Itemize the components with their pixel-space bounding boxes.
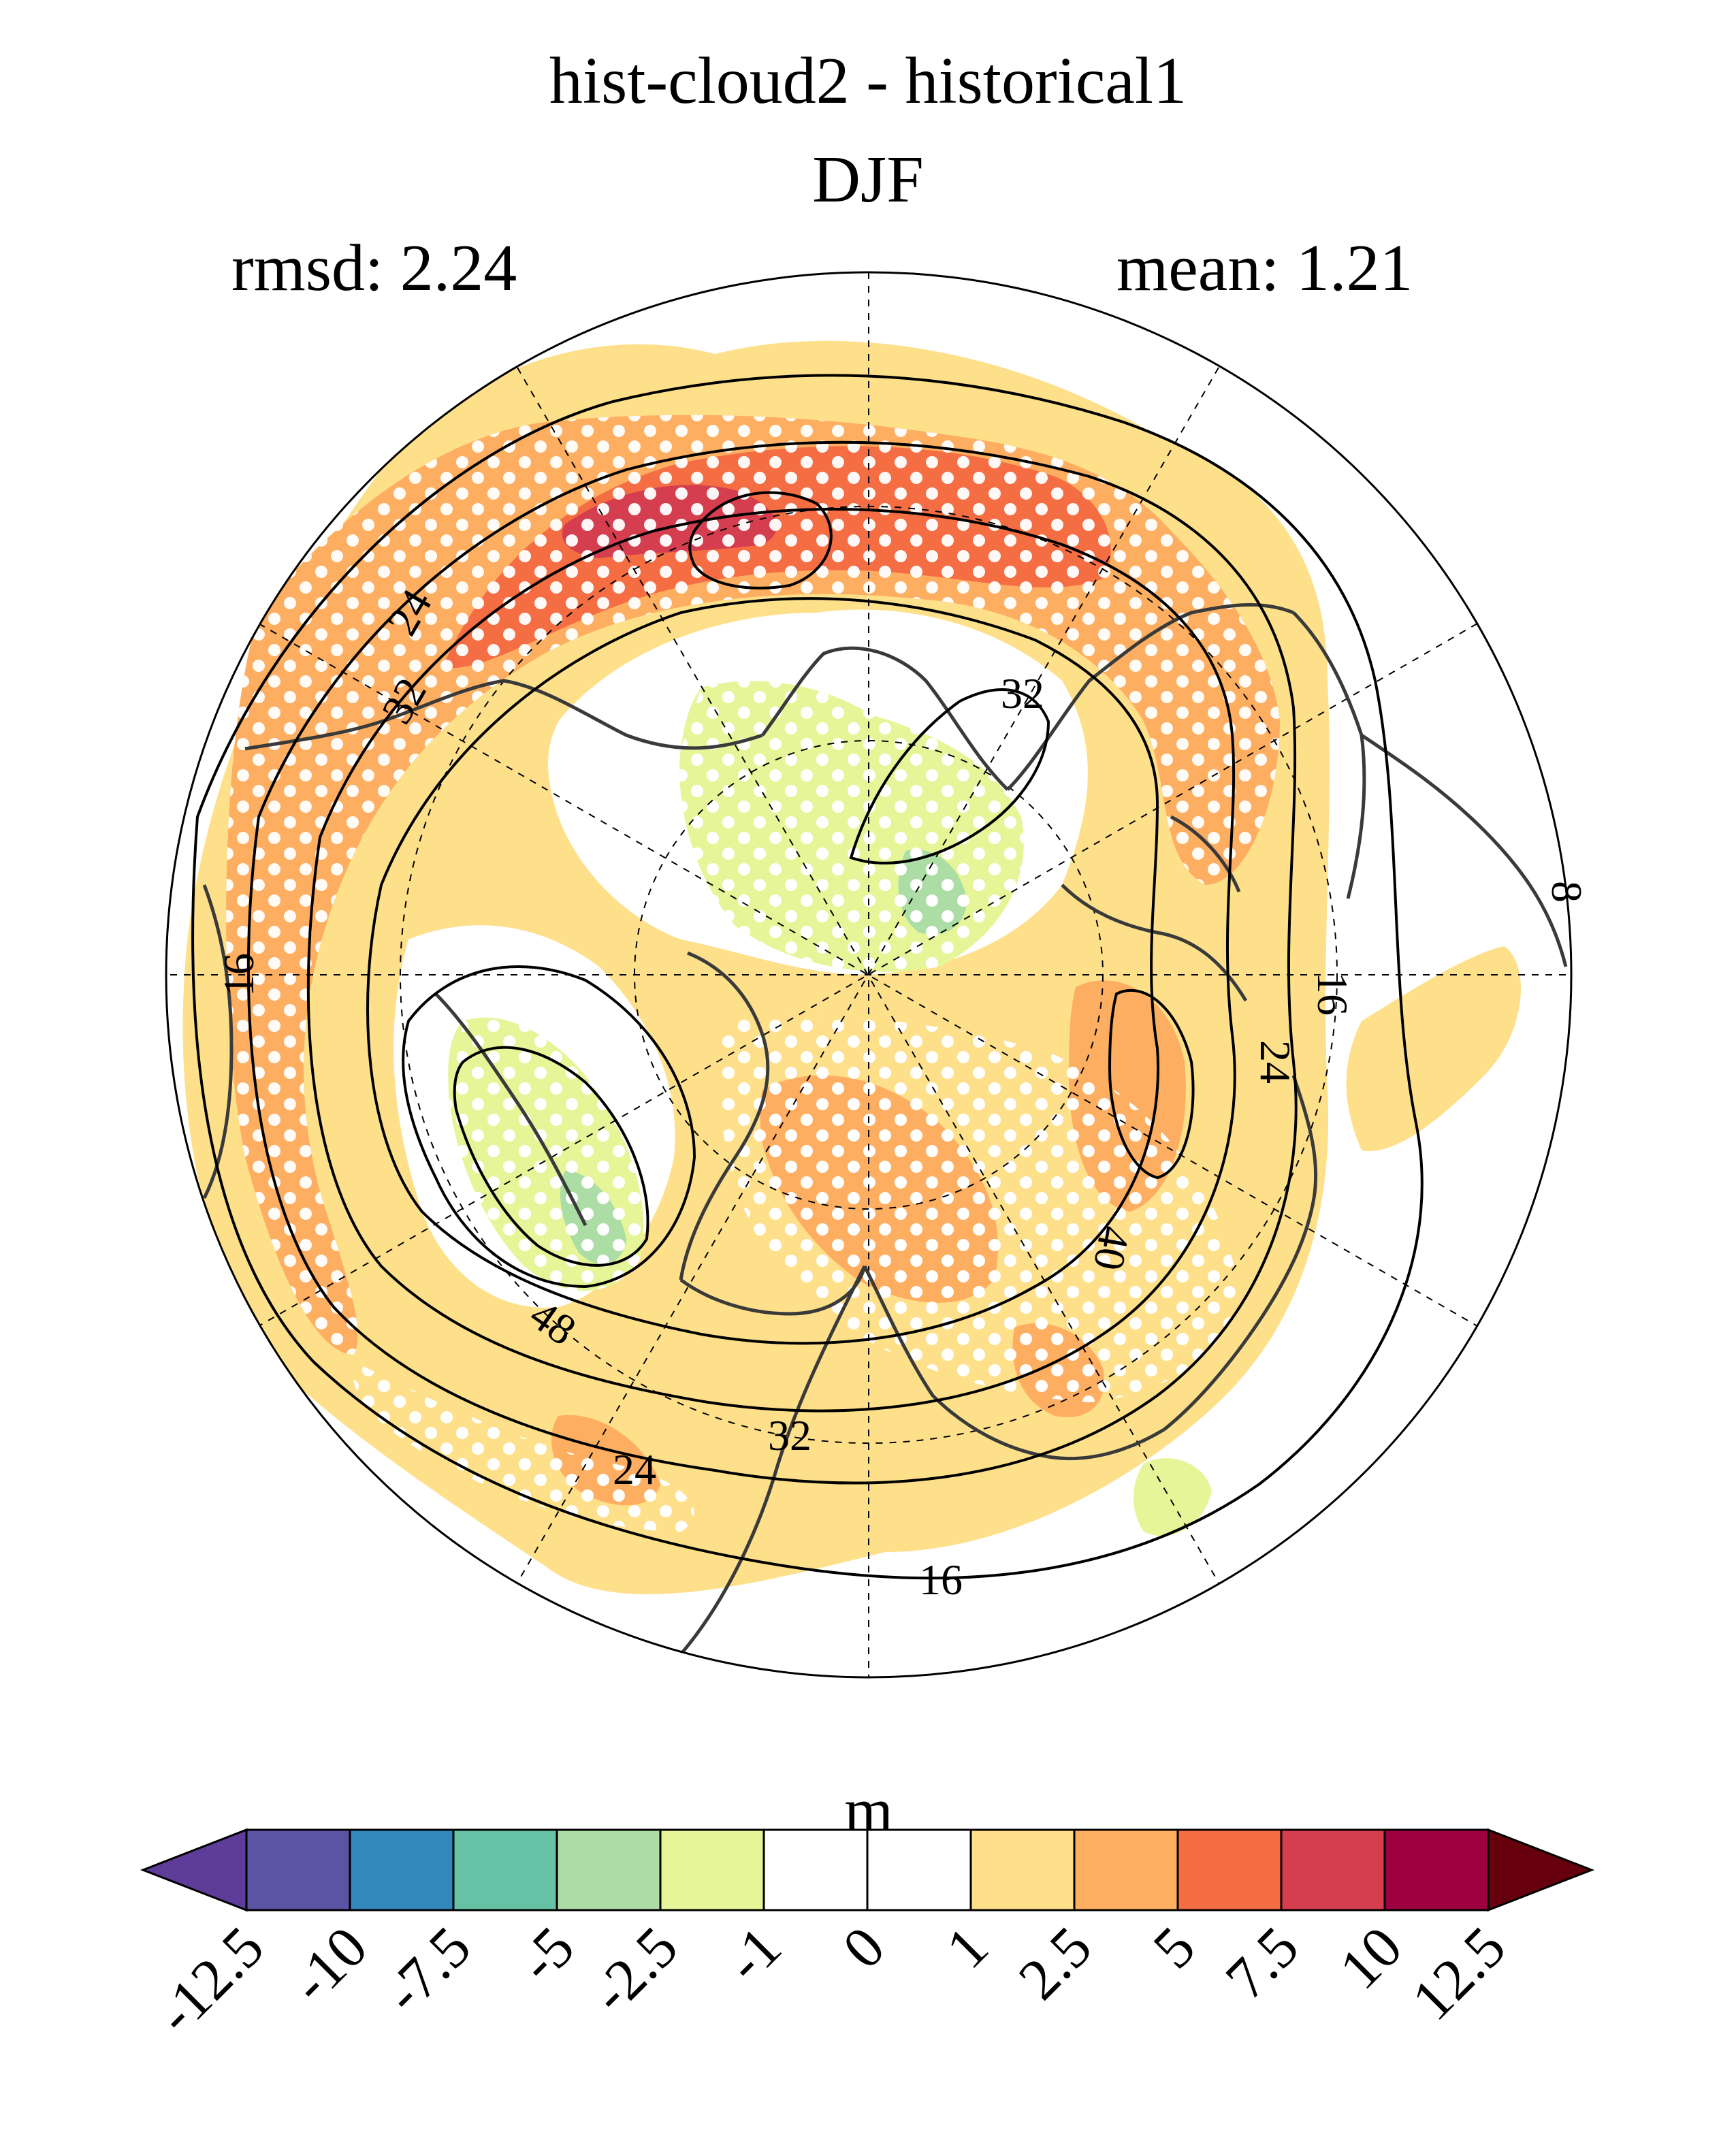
colorbar-box	[762, 1828, 869, 1911]
shade-green-east	[1134, 1458, 1212, 1536]
colorbar-box	[969, 1828, 1076, 1911]
contour-label: 40	[1084, 1223, 1140, 1274]
colorbar-tick-label: -2.5	[578, 1914, 690, 2026]
contour-label: 24	[1251, 1040, 1300, 1084]
contour-label: 8	[1543, 881, 1591, 903]
colorbar-box	[349, 1828, 455, 1911]
contour-lines	[191, 374, 1424, 1580]
colorbar-extend-low	[140, 1828, 248, 1912]
rmsd-label: rmsd: 2.24	[231, 231, 517, 305]
colorbar-box	[245, 1828, 351, 1911]
colorbar-extend-high	[1487, 1828, 1595, 1912]
colorbar-box	[556, 1828, 662, 1911]
plot-title-line1: hist-cloud2 - historical1	[549, 44, 1187, 118]
shade-light-orange-east	[1346, 946, 1521, 1152]
contour-label: 24	[613, 1445, 656, 1494]
colorbar-box	[452, 1828, 558, 1911]
colorbar-box	[659, 1828, 765, 1911]
contour-label: 16	[1308, 972, 1357, 1016]
colorbar-box	[866, 1828, 972, 1911]
contour-label-group: 24 32 16 32 8 16 24 40 48 32 24 16	[214, 581, 1591, 1604]
colorbar-boxes	[140, 1828, 1595, 1912]
coastlines	[202, 603, 1568, 1656]
colorbar-tick-label: 2.5	[1006, 1914, 1104, 2012]
colorbar-tick-label: -5	[506, 1914, 587, 1995]
colorbar-tick-label: -1	[713, 1914, 794, 1995]
polar-map: 24 32 16 32 8 16 24 40 48 32 24 16	[165, 271, 1591, 1679]
colorbar-box	[1176, 1828, 1283, 1911]
colorbar-box	[1073, 1828, 1179, 1911]
colorbar-tick-label: 0	[830, 1914, 897, 1981]
colorbar-tick-label: -10	[278, 1914, 379, 2016]
colorbar-tick-label: -7.5	[371, 1914, 483, 2026]
colorbar-tick-label: 5	[1140, 1914, 1207, 1981]
colorbar-box	[1280, 1828, 1386, 1911]
graticule	[166, 272, 1571, 1677]
colorbar-tick-label: 7.5	[1213, 1914, 1311, 2012]
colorbar-tick-label: 1	[933, 1914, 1000, 1981]
colorbar-box	[1383, 1828, 1490, 1911]
contour-label: 32	[1001, 669, 1044, 717]
contour-label: 32	[768, 1411, 811, 1459]
contour-label: 16	[214, 953, 263, 997]
colorbar-tick-label: 12.5	[1399, 1914, 1517, 2033]
mean-label: mean: 1.21	[1116, 231, 1413, 305]
colorbar-tick-label: -12.5	[144, 1914, 276, 2047]
significance-stippling	[226, 415, 1281, 1532]
map-boundary	[165, 271, 1573, 1679]
contour-label: 16	[919, 1555, 963, 1604]
plot-title-line2: DJF	[812, 143, 924, 216]
